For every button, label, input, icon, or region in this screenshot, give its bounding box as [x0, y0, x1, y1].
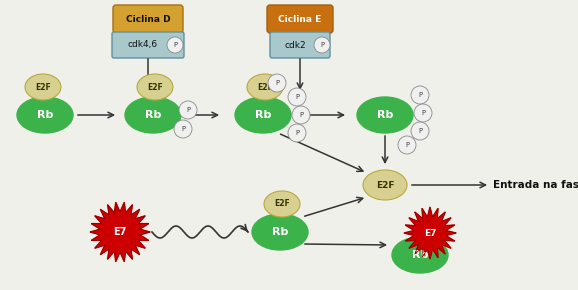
Circle shape [292, 106, 310, 124]
Text: Ciclina E: Ciclina E [279, 14, 321, 23]
Ellipse shape [137, 74, 173, 100]
Text: P: P [418, 92, 422, 98]
FancyBboxPatch shape [113, 5, 183, 33]
Text: E2F: E2F [376, 180, 394, 189]
Text: Rb: Rb [412, 250, 428, 260]
Ellipse shape [264, 191, 300, 217]
Text: E2F: E2F [274, 200, 290, 209]
Circle shape [167, 37, 183, 53]
Circle shape [414, 104, 432, 122]
Ellipse shape [247, 74, 283, 100]
Text: E2F: E2F [35, 82, 51, 92]
Text: P: P [418, 128, 422, 134]
Text: Ciclina D: Ciclina D [125, 14, 171, 23]
Text: Rb: Rb [377, 110, 393, 120]
Text: P: P [295, 130, 299, 136]
Text: P: P [186, 107, 190, 113]
Text: cdk4,6: cdk4,6 [128, 41, 158, 50]
Circle shape [174, 120, 192, 138]
Text: E7: E7 [113, 227, 127, 237]
Circle shape [268, 74, 286, 92]
Circle shape [411, 122, 429, 140]
Ellipse shape [125, 97, 181, 133]
Text: P: P [181, 126, 185, 132]
Text: E2F: E2F [147, 82, 163, 92]
Circle shape [314, 37, 330, 53]
Text: Rb: Rb [145, 110, 161, 120]
Text: cdk2: cdk2 [284, 41, 306, 50]
Text: E7: E7 [424, 229, 436, 238]
Circle shape [411, 86, 429, 104]
Ellipse shape [357, 97, 413, 133]
FancyBboxPatch shape [267, 5, 333, 33]
Ellipse shape [235, 97, 291, 133]
Circle shape [288, 88, 306, 106]
Polygon shape [90, 202, 150, 262]
Text: Rb: Rb [255, 110, 271, 120]
Text: P: P [421, 110, 425, 116]
Text: P: P [320, 42, 324, 48]
Text: P: P [299, 112, 303, 118]
Text: E2F: E2F [257, 82, 273, 92]
Text: P: P [173, 42, 177, 48]
Text: Entrada na fase S: Entrada na fase S [493, 180, 578, 190]
FancyBboxPatch shape [270, 32, 330, 58]
Ellipse shape [252, 214, 308, 250]
Ellipse shape [392, 237, 448, 273]
Text: P: P [275, 80, 279, 86]
Circle shape [288, 124, 306, 142]
Polygon shape [404, 207, 456, 259]
Circle shape [398, 136, 416, 154]
Ellipse shape [363, 170, 407, 200]
Text: Rb: Rb [37, 110, 53, 120]
Text: P: P [295, 94, 299, 100]
Text: P: P [405, 142, 409, 148]
Ellipse shape [25, 74, 61, 100]
Text: Rb: Rb [272, 227, 288, 237]
FancyBboxPatch shape [112, 32, 184, 58]
Ellipse shape [17, 97, 73, 133]
Circle shape [179, 101, 197, 119]
